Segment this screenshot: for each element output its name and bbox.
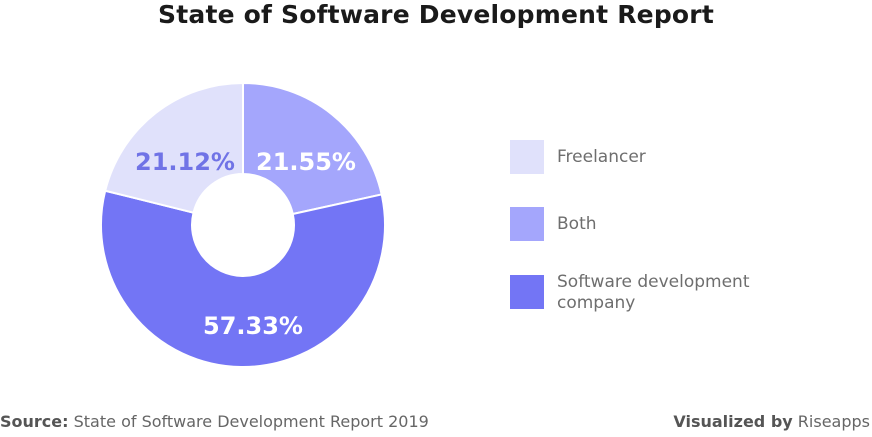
- source-footer: Source: State of Software Development Re…: [0, 412, 429, 432]
- source-label: Source:: [0, 412, 69, 431]
- visualized-by-footer: Visualized by Riseapps: [673, 412, 870, 432]
- source-text: State of Software Development Report 201…: [73, 412, 429, 431]
- legend-swatch-freelancer: [510, 140, 544, 174]
- legend-label-freelancer: Freelancer: [557, 147, 646, 167]
- chart-legend: Freelancer Both Software development com…: [510, 140, 810, 320]
- data-label-freelancer: 21.12%: [135, 148, 235, 176]
- legend-swatch-software-development-company: [510, 275, 544, 309]
- donut-slice-software-development-company: [100, 189, 386, 368]
- data-label-both: 21.55%: [256, 148, 356, 176]
- visualized-by-label: Visualized by: [673, 412, 793, 431]
- legend-swatch-both: [510, 207, 544, 241]
- chart-title: State of Software Development Report: [158, 0, 714, 29]
- data-label-software-development-company: 57.33%: [203, 312, 303, 340]
- visualized-by-text: Riseapps: [797, 412, 870, 431]
- donut-slice-both: [242, 81, 383, 216]
- legend-label-both: Both: [557, 214, 597, 234]
- donut-slices: [100, 81, 386, 368]
- donut-slice-freelancer: [103, 81, 244, 214]
- legend-label-software-development-company: Software development company: [557, 272, 750, 313]
- donut-slice-labels: 21.55% 57.33% 21.12%: [135, 148, 356, 340]
